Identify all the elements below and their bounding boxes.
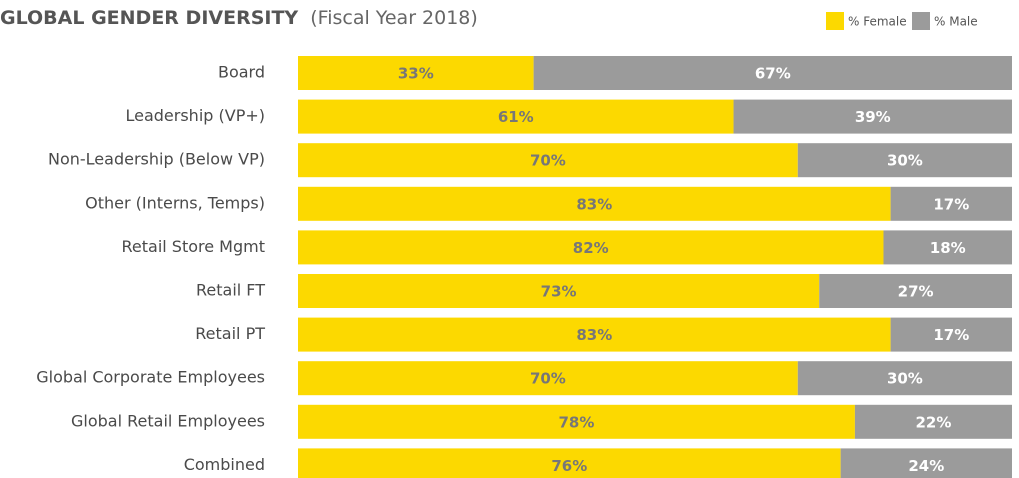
value-label: 30% [887, 370, 923, 388]
bar-segment [883, 230, 1012, 265]
bar-segment [298, 448, 841, 478]
value-label: 70% [530, 370, 566, 388]
bar-segment [890, 186, 1012, 221]
y-tick-label: Global Corporate Employees [36, 368, 265, 387]
y-tick-label: Retail FT [196, 281, 265, 300]
value-label: 70% [530, 152, 566, 170]
value-label: 39% [855, 108, 891, 126]
bar-segment [298, 230, 884, 265]
value-label: 83% [576, 326, 612, 344]
y-tick-label: Global Retail Employees [71, 411, 265, 430]
value-label: 27% [898, 283, 934, 301]
y-tick-label: Board [218, 63, 265, 82]
bar-segment [298, 404, 855, 439]
value-label: 73% [541, 283, 577, 301]
bar-segment [298, 186, 891, 221]
y-tick-label: Non-Leadership (Below VP) [48, 150, 265, 169]
value-label: 22% [916, 413, 952, 431]
y-tick-label: Other (Interns, Temps) [85, 193, 265, 212]
bar-segment [854, 404, 1012, 439]
y-tick-label: Retail Store Mgmt [122, 237, 266, 256]
bar-segment [298, 56, 534, 90]
bar-segment [890, 317, 1012, 352]
bar-segment [533, 56, 1012, 90]
value-label: 30% [887, 152, 923, 170]
y-tick-label: Retail PT [195, 324, 265, 343]
bar-segment [733, 99, 1012, 134]
y-tick-label: Leadership (VP+) [125, 106, 265, 125]
legend-swatch [826, 12, 844, 30]
value-label: 18% [930, 239, 966, 257]
legend-label: % Female [848, 15, 907, 29]
value-label: 78% [559, 413, 595, 431]
value-label: 76% [551, 457, 587, 475]
bar-segment [797, 143, 1012, 178]
value-label: 61% [498, 108, 534, 126]
bar-segment [819, 274, 1012, 308]
bar-segment [298, 317, 891, 352]
bar-segment [840, 448, 1012, 478]
value-label: 17% [933, 326, 969, 344]
y-tick-label: Combined [184, 455, 265, 474]
legend-label: % Male [934, 15, 978, 29]
chart-title: GLOBAL GENDER DIVERSITY [0, 7, 298, 29]
bar-segment [298, 143, 798, 178]
bar-segment [298, 361, 798, 396]
value-label: 33% [398, 65, 434, 83]
value-label: 17% [933, 195, 969, 213]
value-label: 67% [755, 65, 791, 83]
bar-segment [298, 274, 820, 308]
legend-swatch [912, 12, 930, 30]
value-label: 82% [573, 239, 609, 257]
value-label: 24% [908, 457, 944, 475]
bar-segment [298, 99, 734, 134]
chart-subtitle: (Fiscal Year 2018) [310, 7, 478, 29]
bar-segment [797, 361, 1012, 396]
chart-heading: GLOBAL GENDER DIVERSITY (Fiscal Year 201… [0, 7, 478, 29]
value-label: 83% [576, 195, 612, 213]
